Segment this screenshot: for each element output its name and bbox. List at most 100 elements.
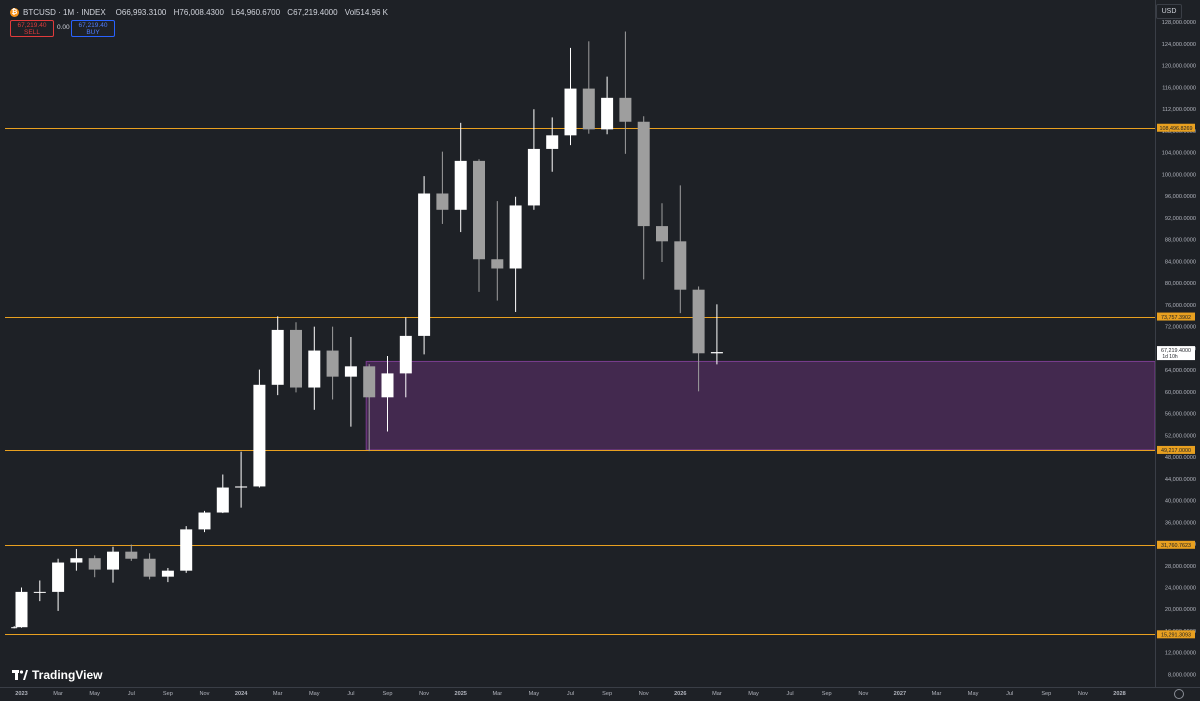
candle-body [308,350,321,388]
candle [601,76,614,135]
symbol-title[interactable]: BTCUSD · 1M · INDEX [23,7,106,17]
price-tick-label: 28,000.0000 [1165,564,1196,570]
time-tick-label: Jul [347,691,354,697]
time-tick-label: Jul [1006,691,1013,697]
candle-body [473,160,485,260]
time-tick-label: Nov [858,691,868,697]
candle [33,580,46,602]
candle [253,369,266,488]
price-tick-label: 88,000.0000 [1165,238,1196,244]
candle-body [11,627,18,629]
candle-body [692,289,705,354]
candle-body [710,352,723,354]
candle-body [161,570,174,577]
level-badge [1157,445,1195,454]
sell-button[interactable]: 67,219.40 SELL [10,20,54,37]
levels-layer [5,128,1155,635]
time-tick-label: 2026 [674,691,686,697]
candle-body [198,512,211,530]
candle-body [107,551,119,570]
price-badges: 108,496.8269 73,757.3902 49,217.0000 31,760… [1157,123,1195,639]
candle [491,201,504,301]
time-tick-label: Mar [492,691,502,697]
candle-body [564,88,577,136]
price-tick-label: 84,000.0000 [1165,259,1196,265]
price-tick-label: 116,000.0000 [1162,85,1196,91]
currency-button[interactable]: USD [1156,4,1182,19]
price-tick-label: 8,000.0000 [1168,672,1196,678]
candle [125,544,138,561]
candle [509,196,522,312]
price-tick-label: 108,000.0000 [1162,129,1196,135]
time-tick-label: Jul [128,691,135,697]
gear-icon[interactable] [1174,689,1184,699]
time-tick-label: Jul [787,691,794,697]
candle-body [399,335,412,374]
candles-layer [11,31,723,629]
candle [161,567,174,583]
price-tick-label: 112,000.0000 [1162,107,1196,113]
time-tick-label: 2025 [454,691,466,697]
price-tick-label: 72,000.0000 [1165,325,1196,331]
time-axis[interactable]: 2023 Mar May Jul Sep Nov 2024 Mar May Jul Sep Nov 20… [15,691,1125,697]
candle-body [674,241,687,290]
level-badge [1157,123,1195,132]
candle-body [125,551,138,559]
candle-body [509,205,522,269]
candle-body [656,226,668,242]
candle [198,510,211,533]
bitcoin-icon: ₿ [10,7,19,17]
candle [674,185,687,314]
price-tick-label: 24,000.0000 [1165,585,1196,591]
tradingview-logo[interactable]: TradingView [12,668,102,682]
price-tick-label: 44,000.0000 [1165,477,1196,483]
candle-body [546,135,559,149]
time-tick-label: Sep [383,691,393,697]
time-tick-label: 2023 [15,691,27,697]
time-tick-label: Sep [822,691,832,697]
candle-body [253,384,266,487]
candle [418,176,431,355]
candle [326,326,339,400]
candle [88,555,101,578]
last-price-label: 67,219.4000 [1161,348,1191,354]
open-value: O66,993.3100 [115,7,167,17]
candle-body [290,329,302,388]
candle-body [418,193,431,336]
candle [637,116,650,280]
level-badge-label: 49,217.0000 [1161,448,1191,454]
candle-body [143,558,156,577]
candle [473,159,485,292]
candle [290,322,302,393]
time-tick-label: May [748,691,759,697]
time-tick-label: Sep [163,691,173,697]
candle [582,41,595,134]
candle [399,317,412,398]
candle-body [88,558,101,570]
symbol-header: ₿ BTCUSD · 1M · INDEX O66,993.3100 H76,0… [10,5,393,19]
buy-button[interactable]: 67,219.40 BUY [71,20,115,37]
level-badge-label: 31,760.7623 [1161,543,1191,549]
candle-body [363,366,376,398]
brand-name: TradingView [32,668,103,682]
candle-body [601,97,614,130]
candle [216,474,229,514]
level-badge [1157,630,1195,639]
level-badge-label: 15,291.3093 [1161,633,1191,639]
candle [527,109,540,210]
price-tick-label: 128,000.0000 [1162,20,1196,26]
candle-body [70,558,83,563]
price-tick-label: 40,000.0000 [1165,499,1196,505]
candle-body [527,148,540,206]
candle-body [582,88,595,130]
price-tick-label: 64,000.0000 [1165,368,1196,374]
buy-price: 67,219.40 [78,21,108,29]
price-tick-label: 20,000.0000 [1165,607,1196,613]
price-tick-label: 104,000.0000 [1162,151,1196,157]
candle [143,553,156,580]
candle [692,286,705,392]
candle [235,451,248,508]
time-tick-label: May [968,691,979,697]
